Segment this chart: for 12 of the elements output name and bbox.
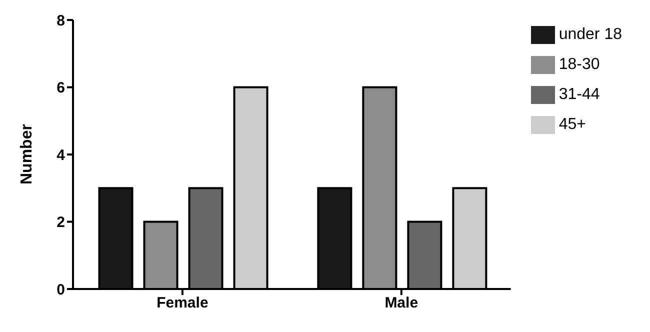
legend-label: 18-30 (558, 56, 600, 73)
legend-label: 45+ (558, 116, 586, 133)
y-tick-label: 6 (56, 80, 65, 97)
y-tick-label: 4 (56, 146, 66, 164)
x-tick-label: Male (384, 294, 418, 312)
y-tick-label: 2 (56, 214, 65, 232)
legend-label: 31-44 (558, 86, 600, 103)
x-tick-label: Female (156, 294, 208, 312)
y-tick-label: 0 (56, 281, 65, 298)
y-tick-label: 8 (56, 12, 65, 30)
y-axis-title: Number (18, 124, 36, 184)
legend-label: under 18 (558, 26, 622, 43)
